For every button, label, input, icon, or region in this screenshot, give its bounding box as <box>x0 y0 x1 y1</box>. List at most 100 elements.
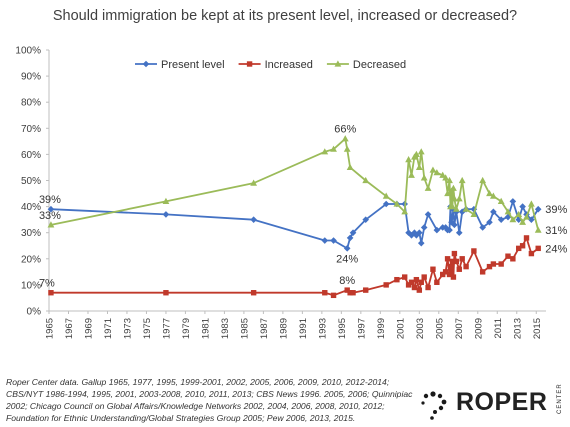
series-decreased <box>47 135 542 233</box>
data-point-square <box>456 266 462 272</box>
data-point-square <box>250 290 257 296</box>
x-tick-label: 1965 <box>45 318 56 339</box>
y-tick-label: 90% <box>21 72 41 83</box>
x-tick-label: 1969 <box>83 318 94 339</box>
chart-legend: Present level Increased Decreased <box>135 59 406 71</box>
data-point-diamond <box>490 208 497 216</box>
y-tick-label: 40% <box>21 202 41 213</box>
series-present-level <box>47 198 542 252</box>
data-point-triangle <box>449 203 456 210</box>
data-point-square <box>330 292 337 299</box>
data-point-square <box>425 284 431 291</box>
data-point-square <box>383 282 389 288</box>
roper-center-logo: ROPER CENTER <box>418 383 568 424</box>
data-point-square <box>434 279 440 285</box>
data-point-square <box>411 284 418 291</box>
data-point-triangle <box>534 226 542 233</box>
series-increased <box>48 235 541 299</box>
data-point-triangle <box>429 166 437 173</box>
y-tick-label: 50% <box>21 176 41 187</box>
data-point-diamond <box>411 229 418 236</box>
data-point-diamond <box>448 218 455 226</box>
data-point-square <box>430 266 436 272</box>
data-point-diamond <box>47 205 55 213</box>
data-point-triangle <box>321 148 329 155</box>
data-point-square <box>448 269 455 275</box>
x-tick-label: 1997 <box>356 318 367 339</box>
x-tick-label: 1981 <box>200 318 211 339</box>
data-point-square <box>440 271 446 278</box>
roper-dots-icon <box>421 391 447 420</box>
data-point-square <box>163 290 169 296</box>
chart-series <box>47 135 542 299</box>
data-point-square <box>322 290 328 296</box>
data-point-triangle <box>330 145 337 152</box>
data-point-square <box>459 256 465 262</box>
source-line: CBS/NYT 1986-1994, 1995, 2001, 2003-2008… <box>6 389 413 399</box>
data-point-square <box>486 263 493 270</box>
data-label: 7% <box>39 278 55 290</box>
data-point-triangle <box>401 208 409 215</box>
data-point-square <box>408 279 415 285</box>
data-point-square <box>447 263 454 270</box>
x-tick-label: 1973 <box>122 318 133 339</box>
y-tick-label: 20% <box>21 254 41 265</box>
data-point-triangle <box>450 184 457 191</box>
data-point-diamond <box>451 221 458 229</box>
legend-entry: Decreased <box>326 59 406 71</box>
data-point-square <box>449 258 456 265</box>
x-tick-label: 1979 <box>181 318 192 339</box>
data-point-diamond <box>453 208 460 216</box>
x-tick-label: 1993 <box>317 318 328 339</box>
data-label: 31% <box>545 225 567 237</box>
data-point-square <box>363 287 369 293</box>
data-point-triangle <box>458 176 466 184</box>
data-point-triangle <box>455 195 463 202</box>
legend-entry: Present level <box>135 59 225 71</box>
source-line: Roper Center data. Gallup 1965, 1977, 19… <box>6 377 390 387</box>
data-point-diamond <box>162 211 170 218</box>
data-point-square <box>418 279 424 285</box>
data-point-triangle <box>439 171 447 178</box>
data-point-square <box>463 263 469 270</box>
chart-title: Should immigration be kept at its presen… <box>52 8 518 24</box>
data-point-diamond <box>534 205 542 213</box>
logo-word: ROPER <box>456 388 548 416</box>
data-point-square <box>535 245 541 252</box>
data-point-diamond <box>417 239 425 247</box>
data-label: 24% <box>336 253 358 265</box>
data-point-diamond <box>405 229 412 236</box>
data-point-square <box>523 235 530 241</box>
x-tick-label: 1991 <box>298 318 309 339</box>
data-point-square <box>401 274 408 280</box>
x-tick-label: 2003 <box>415 318 426 339</box>
data-point-triangle <box>424 184 432 191</box>
data-point-diamond <box>519 203 526 210</box>
data-point-diamond <box>497 216 505 223</box>
legend-label: Decreased <box>353 59 406 71</box>
data-point-diamond <box>458 208 466 216</box>
chart-annotations: 39% 33% 7% 66% 24% 8% 39% 31% 24% <box>39 124 567 290</box>
legend-label: Increased <box>265 59 313 71</box>
data-point-square <box>516 245 522 252</box>
data-point-diamond <box>408 232 415 239</box>
data-point-square <box>442 269 449 275</box>
x-tick-label: 1977 <box>161 318 172 339</box>
x-tick-label: 2001 <box>395 318 406 339</box>
data-point-triangle <box>486 189 493 197</box>
x-tick-label: 2013 <box>512 318 523 339</box>
data-point-square <box>510 256 516 262</box>
legend-label: Present level <box>161 59 225 71</box>
data-point-triangle <box>446 176 453 184</box>
data-label: 33% <box>39 210 61 222</box>
x-tick-label: 1989 <box>278 318 289 339</box>
data-point-diamond <box>142 60 150 68</box>
data-point-diamond <box>416 229 423 236</box>
x-tick-label: 1999 <box>376 318 387 339</box>
data-point-triangle <box>497 197 505 204</box>
source-line: Foundation for Ethnic Understanding/Glob… <box>6 413 356 423</box>
y-tick-label: 10% <box>21 280 41 291</box>
data-point-square <box>505 253 511 259</box>
data-point-triangle <box>523 213 530 220</box>
